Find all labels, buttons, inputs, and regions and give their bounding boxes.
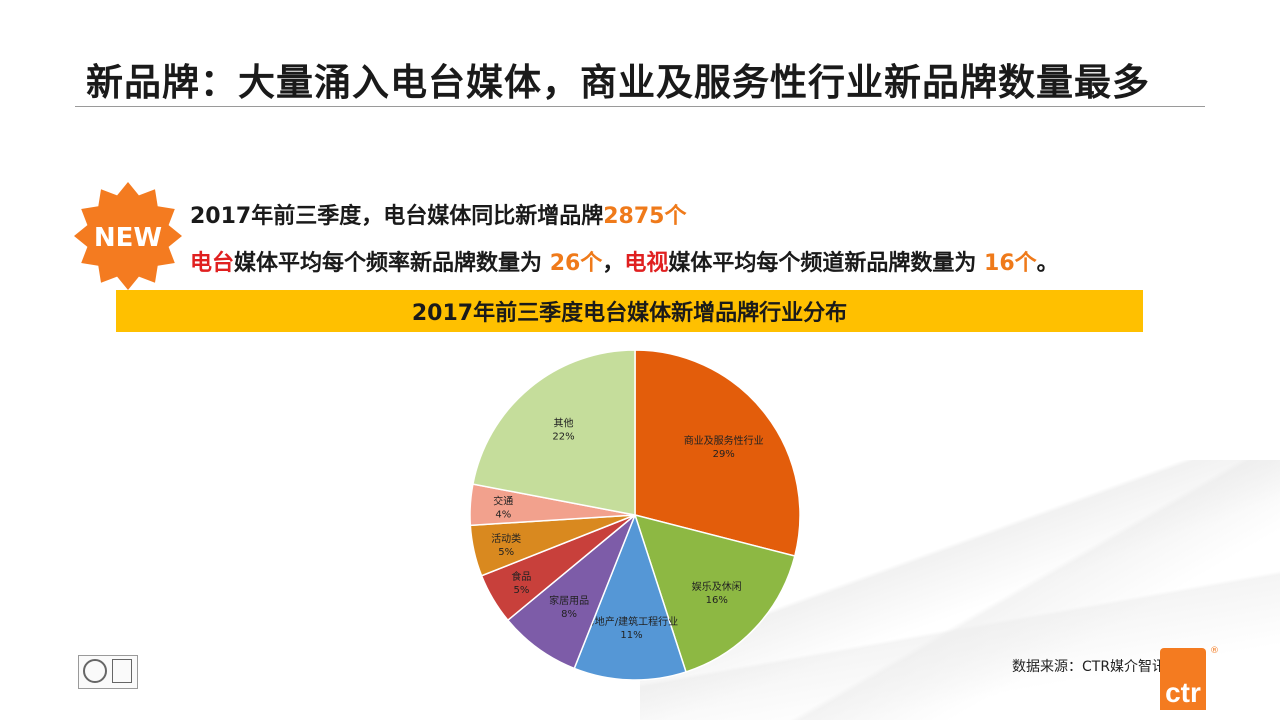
pie-value-2: 11%: [620, 630, 642, 641]
radio-desc: 媒体平均每个频率新品牌数量为: [234, 251, 550, 276]
new-badge-icon: NEW: [74, 182, 182, 290]
pie-label-3: 家居用品: [549, 594, 589, 607]
radio-value: 26个: [549, 251, 603, 276]
pie-label-0: 商业及服务性行业: [684, 434, 764, 447]
registered-mark: ®: [1210, 646, 1219, 656]
radio-word: 电台: [190, 251, 235, 276]
certification-seal-icon: [83, 659, 107, 683]
pie-value-5: 5%: [498, 547, 514, 558]
new-badge-starburst: [74, 182, 182, 290]
certification-mark-icon: [112, 659, 132, 683]
pie-label-5: 活动类: [491, 532, 521, 545]
sentence-end: 。: [1036, 251, 1059, 276]
certification-badges: [78, 655, 138, 689]
tv-desc: 媒体平均每个频道新品牌数量为: [668, 251, 985, 276]
ctr-logo-text: ctr: [1165, 677, 1201, 708]
summary-line-1: 2017年前三季度，电台媒体同比新增品牌2875个: [190, 198, 686, 230]
ctr-logo: ctr: [1160, 648, 1206, 710]
pie-value-1: 16%: [706, 595, 728, 606]
summary-line-1-prefix: 2017年前三季度，电台媒体同比新增品牌: [190, 204, 604, 229]
pie-value-4: 5%: [513, 585, 529, 596]
tv-word: 电视: [624, 251, 669, 276]
industry-pie-chart: 商业及服务性行业 29% 娱乐及休闲 16% 房地产/建筑工程行业 11% 家居用品 8% 食品…: [469, 349, 801, 681]
new-badge-text: NEW: [94, 223, 162, 253]
pie-slice-1: [633, 513, 796, 673]
pie-label-4: 食品: [511, 570, 531, 583]
pie-slice-7: [472, 349, 636, 516]
page-title: 新品牌：大量涌入电台媒体，商业及服务性行业新品牌数量最多: [86, 61, 1150, 104]
pie-slice-0: [634, 349, 801, 557]
title-divider: [75, 106, 1205, 107]
tv-value: 16个: [984, 251, 1037, 276]
pie-slice-2: [573, 512, 687, 681]
summary-line-2: 电台媒体平均每个频率新品牌数量为 26个，电视媒体平均每个频道新品牌数量为 16…: [190, 245, 1059, 277]
chart-title-banner: 2017年前三季度电台媒体新增品牌行业分布: [116, 290, 1143, 332]
pie-label-7: 其他: [554, 417, 574, 430]
pie-label-2: 房地产/建筑工程行业: [585, 615, 678, 628]
pie-value-0: 29%: [713, 449, 735, 460]
pie-label-6: 交通: [493, 495, 513, 508]
chart-title: 2017年前三季度电台媒体新增品牌行业分布: [411, 301, 848, 326]
pie-label-1: 娱乐及休闲: [692, 580, 742, 593]
pie-value-6: 4%: [495, 510, 511, 521]
new-brand-count: 2875个: [603, 204, 687, 229]
data-source: 数据来源：CTR媒介智讯: [1012, 659, 1167, 675]
pie-value-7: 22%: [552, 432, 574, 443]
separator: ，: [602, 251, 625, 276]
pie-value-3: 8%: [561, 609, 577, 620]
